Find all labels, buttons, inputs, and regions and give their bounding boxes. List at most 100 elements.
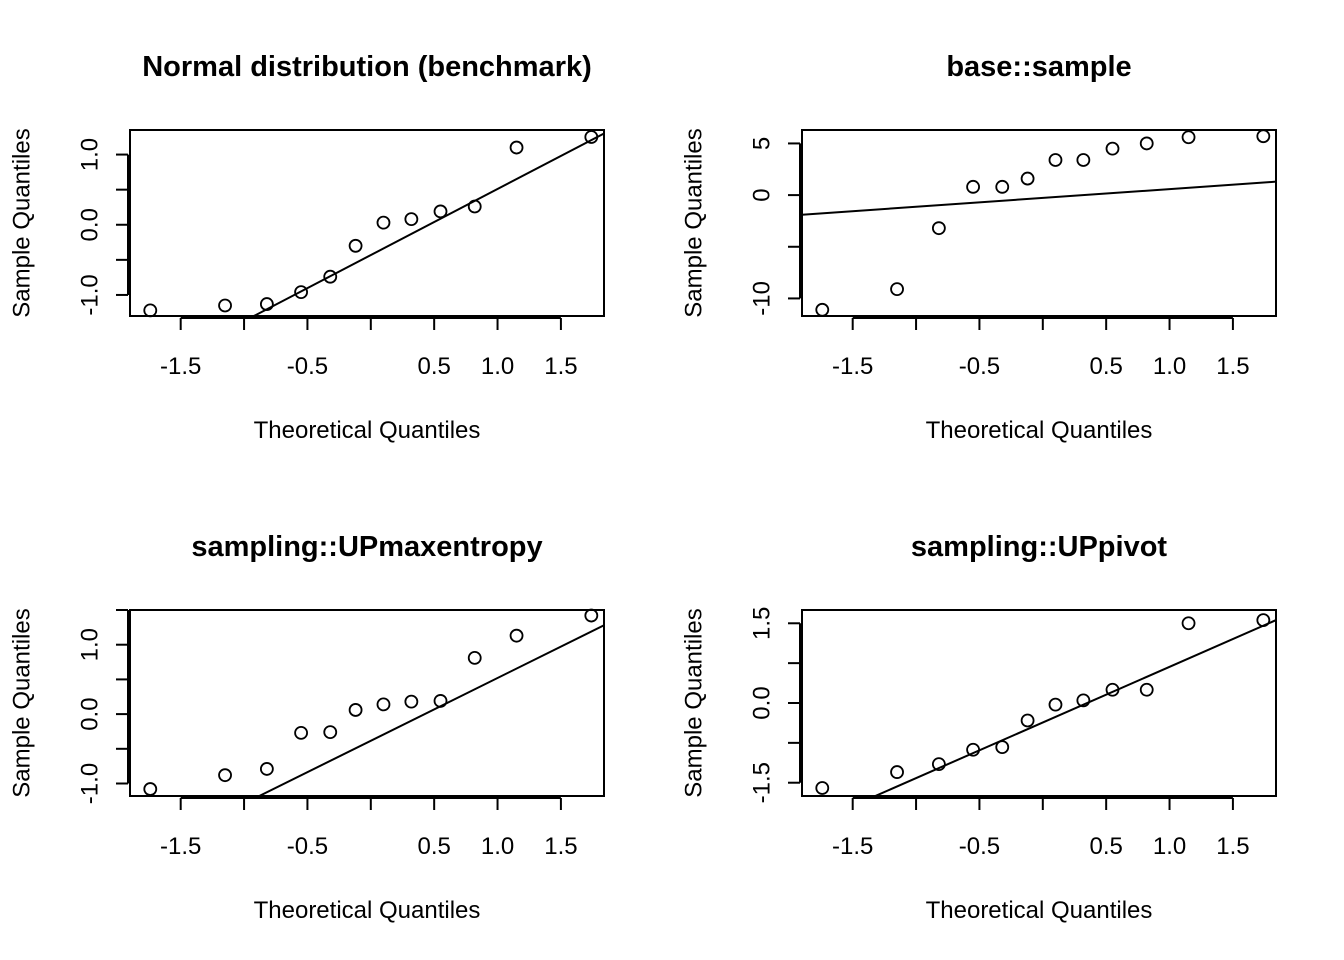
y-tick-label: 1.5 (749, 607, 776, 640)
data-point (1048, 697, 1063, 712)
data-point (348, 238, 363, 253)
plot-area (258, 624, 604, 796)
x-axis-label: Theoretical Quantiles (926, 897, 1153, 924)
data-point (931, 221, 946, 236)
x-tick-label: 0.5 (1089, 353, 1122, 380)
data-point (584, 608, 599, 623)
x-axis-label: Theoretical Quantiles (254, 897, 481, 924)
x-tick-label: -1.5 (832, 833, 873, 860)
x-axis-label: Theoretical Quantiles (926, 417, 1153, 444)
y-axis-label: Sample Quantiles (9, 128, 36, 317)
x-tick-label: -1.5 (160, 833, 201, 860)
x-axis-label: Theoretical Quantiles (254, 417, 481, 444)
y-tick-label: -1.0 (77, 763, 104, 804)
y-tick-label: -1.0 (77, 274, 104, 315)
y-tick-label: 0 (749, 188, 776, 201)
data-point (509, 140, 524, 155)
x-tick-label: 0.5 (417, 353, 450, 380)
data-point (1105, 682, 1120, 697)
data-point (376, 215, 391, 230)
plot-frame (129, 129, 605, 317)
x-tick-label: -1.5 (160, 353, 201, 380)
plot-frame (801, 129, 1277, 317)
x-tick-label: 1.5 (1216, 353, 1249, 380)
data-point (1139, 682, 1154, 697)
y-axis-label: Sample Quantiles (681, 128, 708, 317)
y-tick-label: 1.0 (77, 628, 104, 661)
x-tick-label: 1.0 (481, 833, 514, 860)
y-axis-label: Sample Quantiles (681, 608, 708, 797)
data-point (1076, 693, 1091, 708)
plot-area (251, 132, 604, 316)
chart-title: Normal distribution (benchmark) (142, 51, 592, 83)
data-point (323, 269, 338, 284)
data-point (259, 297, 274, 311)
data-point (218, 768, 232, 783)
x-tick-label: 1.5 (1216, 833, 1249, 860)
data-point (1256, 613, 1271, 627)
x-tick-label: 0.5 (1089, 833, 1122, 860)
data-point (584, 130, 599, 144)
data-point (376, 697, 391, 712)
y-tick-label: -10 (749, 281, 776, 316)
chart-title: sampling::UPmaxentropy (191, 531, 542, 563)
x-tick-label: -1.5 (832, 353, 873, 380)
data-point (995, 179, 1010, 194)
data-point (931, 757, 946, 772)
data-point (467, 199, 482, 214)
y-tick-label: 0.0 (77, 697, 104, 730)
x-tick-label: 1.0 (1153, 353, 1186, 380)
data-point (143, 782, 158, 796)
data-point (1105, 141, 1120, 156)
plot-area (872, 619, 1276, 796)
qq-reference-line (872, 619, 1276, 796)
qq-panel-upmaxentropy: sampling::UPmaxentropy-1.5 -0.5 0.5 1.0 1.5-… (9, 531, 605, 924)
data-point (1076, 153, 1091, 167)
y-tick-label: 0.0 (749, 686, 776, 719)
y-tick-label: -1.5 (749, 762, 776, 803)
data-point (1020, 171, 1035, 186)
x-tick-label: -0.5 (959, 833, 1000, 860)
chart-title: base::sample (946, 51, 1131, 83)
data-point (348, 703, 363, 717)
data-point (815, 302, 830, 317)
data-point (1020, 713, 1035, 728)
x-tick-label: -0.5 (287, 353, 328, 380)
y-axis-label: Sample Quantiles (9, 608, 36, 797)
data-point (259, 762, 274, 776)
data-point (294, 285, 308, 300)
data-point (509, 628, 524, 643)
data-point (143, 303, 158, 318)
x-tick-label: 0.5 (417, 833, 450, 860)
data-point (890, 282, 904, 297)
data-point (467, 650, 482, 665)
qq-panel-uppivot: sampling::UPpivot-1.5 -0.5 0.5 1.0 1.5-1.50.… (681, 531, 1277, 924)
plot-frame (801, 609, 1277, 797)
data-point (995, 740, 1010, 755)
x-tick-label: 1.5 (544, 353, 577, 380)
data-point (323, 725, 338, 740)
x-tick-label: 1.5 (544, 833, 577, 860)
data-point (1181, 130, 1196, 145)
plot-area (802, 180, 1276, 216)
qq-reference-line (258, 624, 604, 796)
data-point (1048, 153, 1063, 167)
qq-panel-normal-benchmark: Normal distribution (benchmark) -1.5 -0.5 0… (9, 51, 605, 444)
x-tick-label: -0.5 (287, 833, 328, 860)
data-point (966, 179, 980, 194)
data-point (433, 204, 448, 219)
data-point (404, 212, 419, 227)
x-tick-label: 1.0 (481, 353, 514, 380)
data-point (433, 694, 448, 708)
y-tick-label: 1.0 (77, 138, 104, 171)
data-point (1139, 136, 1154, 151)
y-tick-label: 0.0 (77, 208, 104, 241)
qq-panel-base-sample: base::sample-1.5 -0.5 0.5 1.0 1.5 -10 0 5Theore… (681, 51, 1277, 444)
data-point (890, 765, 904, 779)
qq-reference-line (802, 180, 1276, 216)
data-point (404, 694, 419, 709)
y-tick-label: 5 (749, 137, 776, 150)
data-point (218, 298, 232, 313)
data-point (294, 725, 308, 740)
